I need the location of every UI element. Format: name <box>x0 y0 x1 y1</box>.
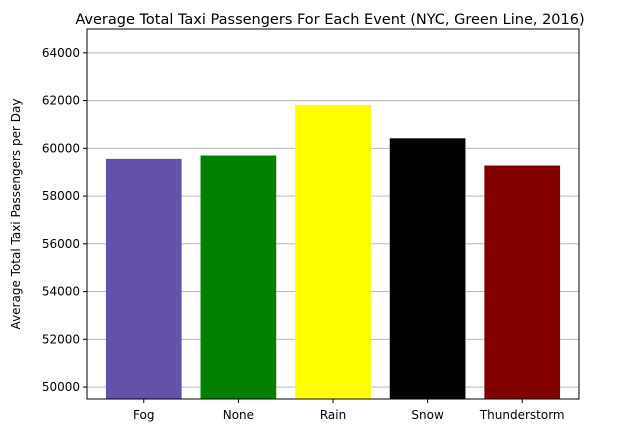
y-tick-label: 62000 <box>42 94 80 108</box>
bar-thunderstorm <box>484 165 561 399</box>
y-tick-label: 58000 <box>42 189 80 203</box>
x-tick-label: Thunderstorm <box>479 408 565 422</box>
y-tick-label: 56000 <box>42 237 80 251</box>
y-tick-label: 54000 <box>42 285 80 299</box>
x-axis-ticks: Fog None Rain Snow Thunderstorm <box>133 399 565 422</box>
x-tick-label: Snow <box>411 408 444 422</box>
y-tick-label: 64000 <box>42 46 80 60</box>
chart-title: Average Total Taxi Passengers For Each E… <box>75 12 584 28</box>
bar-none <box>200 155 277 399</box>
y-tick-label: 50000 <box>42 380 80 394</box>
bar-snow <box>389 138 466 399</box>
x-tick-label: Rain <box>320 408 346 422</box>
bar-rain <box>295 104 371 400</box>
y-tick-label: 52000 <box>42 332 80 346</box>
y-axis-ticks: 50000 52000 54000 56000 58000 60000 62000 64000 <box>42 46 87 394</box>
bar-fog <box>105 158 182 399</box>
x-tick-label: None <box>223 408 254 422</box>
y-tick-label: 60000 <box>42 141 80 155</box>
bars <box>105 104 561 400</box>
y-axis-label: Average Total Taxi Passengers per Day <box>9 99 23 330</box>
x-tick-label: Fog <box>133 408 154 422</box>
